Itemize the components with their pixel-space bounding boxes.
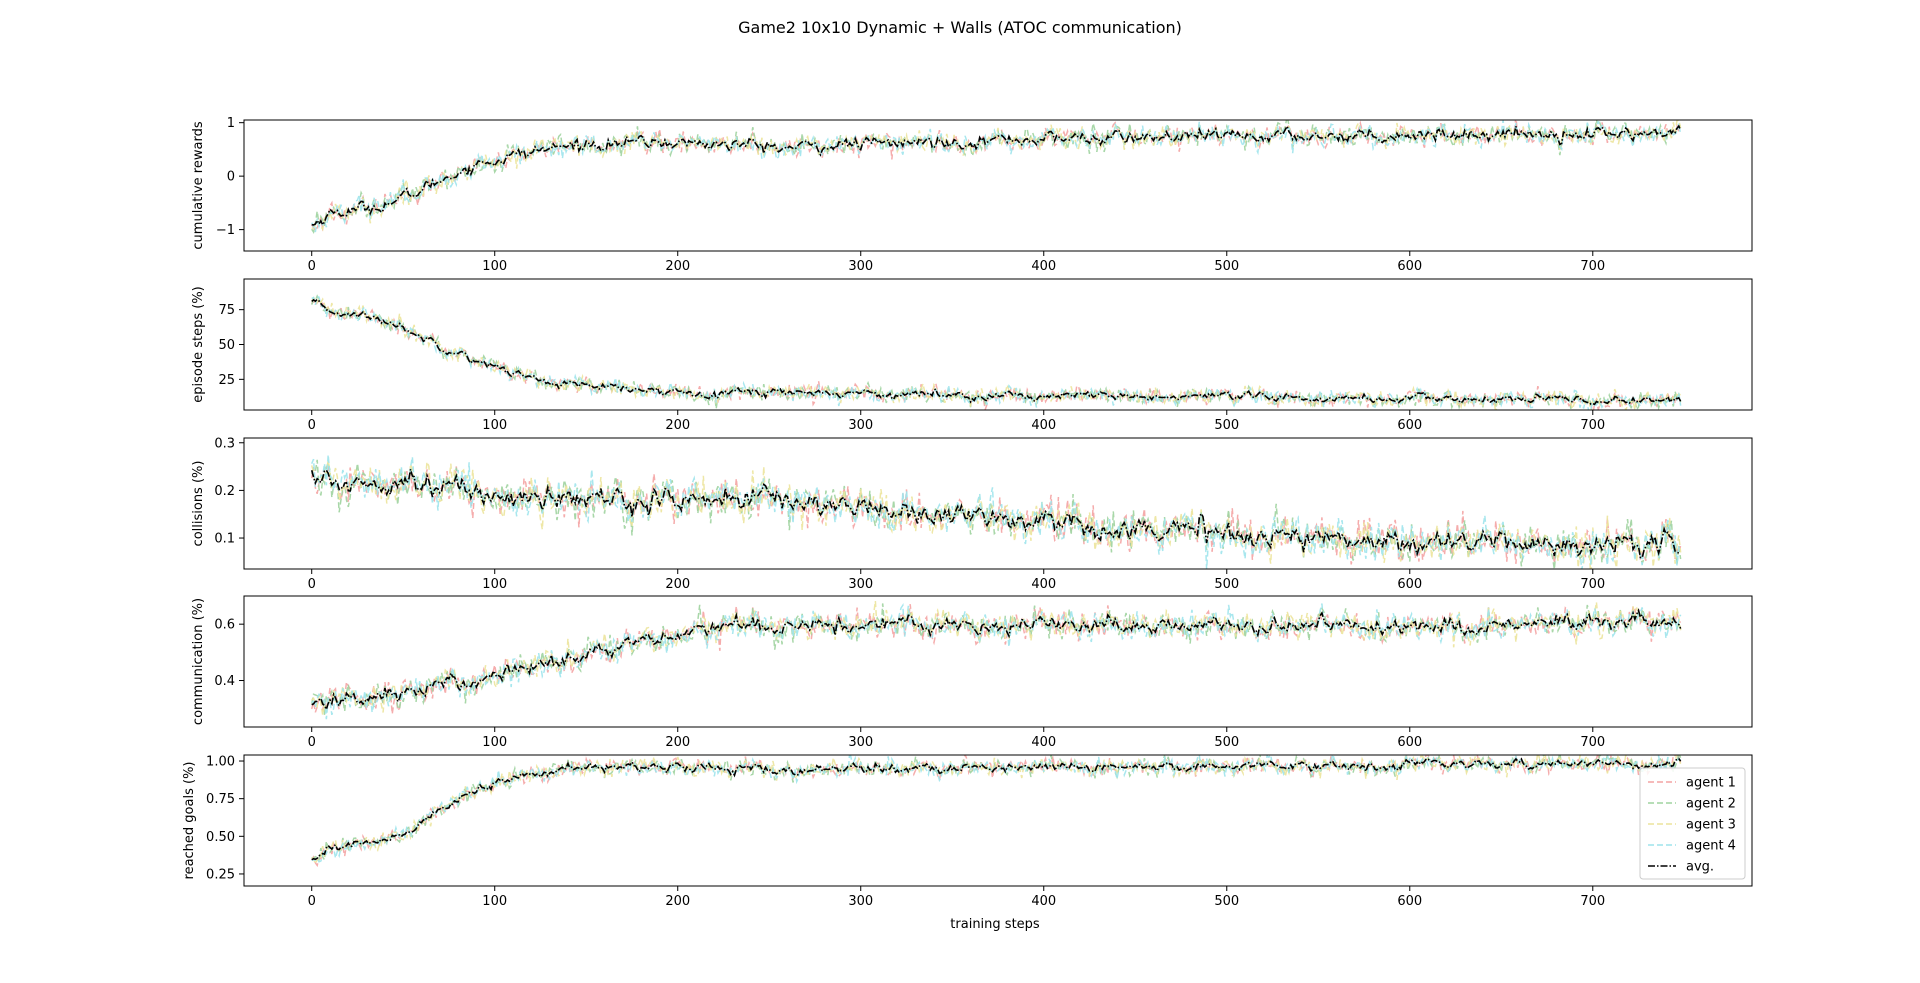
subplot-communication: 0 100 200 300 400 500 600 700 0.4 0.6 communicatio… [191,595,1753,750]
x-tick-label: 600 [1397,577,1422,592]
series-line-avg [311,124,1682,227]
x-tick-label: 600 [1397,894,1422,909]
y-tick-label: 75 [218,303,235,318]
y-tick-label: 0.25 [206,867,235,882]
legend-label: agent 4 [1686,839,1736,854]
x-tick-label: 500 [1214,894,1239,909]
x-tick-label: 700 [1580,259,1605,274]
x-axis-label: training steps [950,917,1040,932]
y-tick-label: 0.3 [214,436,235,451]
x-tick-label: 200 [665,418,690,433]
y-tick-label: 0.6 [214,618,235,633]
x-tick-label: 300 [848,894,873,909]
plot-area-rewards [311,120,1682,234]
x-tick-label: 300 [848,577,873,592]
x-tick-label: 700 [1580,894,1605,909]
subplot-episode_steps: 0 100 200 300 400 500 600 700 25 50 75 episode step… [191,278,1753,433]
x-tick-label: 400 [1031,894,1056,909]
subplot-rewards: 0 100 200 300 400 500 600 700 −1 0 1 cumulative rew… [191,116,1753,274]
figure-title: Game2 10x10 Dynamic + Walls (ATOC commun… [738,18,1182,37]
axes-frame-reached_goals [243,754,1753,887]
series-line-agent-3 [311,120,1682,232]
x-tick-label: 700 [1580,735,1605,750]
y-axis-label-reached_goals: reached goals (%) [182,762,197,880]
x-tick-label: 200 [665,259,690,274]
series-line-agent-3 [311,600,1682,715]
x-tick-label: 0 [308,735,316,750]
x-tick-label: 100 [482,577,507,592]
legend-box [1639,767,1746,880]
y-tick-label: 1 [227,116,235,131]
series-line-avg [311,608,1682,712]
legend-label: agent 3 [1686,818,1736,833]
x-tick-label: 0 [308,894,316,909]
y-tick-label: 0.1 [214,532,235,547]
series-line-agent-4 [311,755,1682,863]
x-tick-label: 0 [308,577,316,592]
x-tick-label: 500 [1214,735,1239,750]
plot-area-communication [310,600,1682,720]
x-tick-label: 0 [308,259,316,274]
y-tick-label: 0 [227,170,235,185]
series-line-agent-1 [310,463,1682,565]
y-tick-label: 0.2 [214,484,235,499]
x-tick-label: 500 [1214,259,1239,274]
series-line-agent-4 [311,602,1682,720]
series-line-avg [310,469,1681,559]
legend: agent 1 agent 2 agent 3 agent 4 avg. [1639,767,1746,880]
subplot-reached_goals: 0 100 200 300 400 500 600 700 0.25 0.50 0.75 1.00 re… [182,754,1753,909]
axes-frame-communication [243,595,1753,728]
x-tick-label: 500 [1214,418,1239,433]
legend-label: avg. [1686,860,1714,875]
x-tick-label: 400 [1031,735,1056,750]
y-axis-label-rewards: cumulative rewards [191,121,206,249]
x-tick-label: 100 [482,894,507,909]
x-tick-label: 400 [1031,259,1056,274]
x-tick-label: 600 [1397,418,1422,433]
series-line-agent-3 [310,459,1682,569]
x-tick-label: 200 [665,894,690,909]
x-tick-label: 100 [482,418,507,433]
y-tick-label: 1.00 [206,755,235,770]
series-line-agent-4 [311,295,1682,410]
plot-area-reached_goals [311,755,1682,868]
y-tick-label: 50 [218,338,235,353]
x-tick-label: 500 [1214,577,1239,592]
x-tick-label: 600 [1397,259,1422,274]
y-axis-label-episode_steps: episode steps (%) [191,286,206,403]
x-tick-label: 100 [482,259,507,274]
axes-frame-rewards [243,119,1753,252]
y-tick-label: 0.75 [206,792,235,807]
x-tick-label: 600 [1397,735,1422,750]
y-axis-label-collisions: collisions (%) [191,461,206,547]
legend-label: agent 2 [1686,797,1736,812]
series-line-avg [311,757,1682,861]
y-axis-label-communication: communication (%) [191,598,206,725]
axes-frame-collisions [243,437,1753,570]
plot-area-collisions [310,454,1682,569]
x-tick-label: 100 [482,735,507,750]
legend-label: agent 1 [1686,776,1736,791]
x-tick-label: 0 [308,418,316,433]
y-tick-label: 0.4 [214,674,235,689]
series-line-avg [311,298,1682,406]
subplot-collisions: 0 100 200 300 400 500 600 700 0.1 0.2 0.3 collision… [191,436,1753,592]
x-tick-label: 700 [1580,577,1605,592]
x-tick-label: 300 [848,735,873,750]
x-tick-label: 300 [848,259,873,274]
x-tick-label: 400 [1031,577,1056,592]
x-tick-label: 400 [1031,418,1056,433]
x-tick-label: 300 [848,418,873,433]
plot-area-episode_steps [311,294,1682,410]
y-tick-label: 25 [218,373,235,388]
y-tick-label: 0.50 [206,830,235,845]
x-tick-label: 200 [665,577,690,592]
x-tick-label: 200 [665,735,690,750]
x-tick-label: 700 [1580,418,1605,433]
y-tick-label: −1 [216,223,235,238]
